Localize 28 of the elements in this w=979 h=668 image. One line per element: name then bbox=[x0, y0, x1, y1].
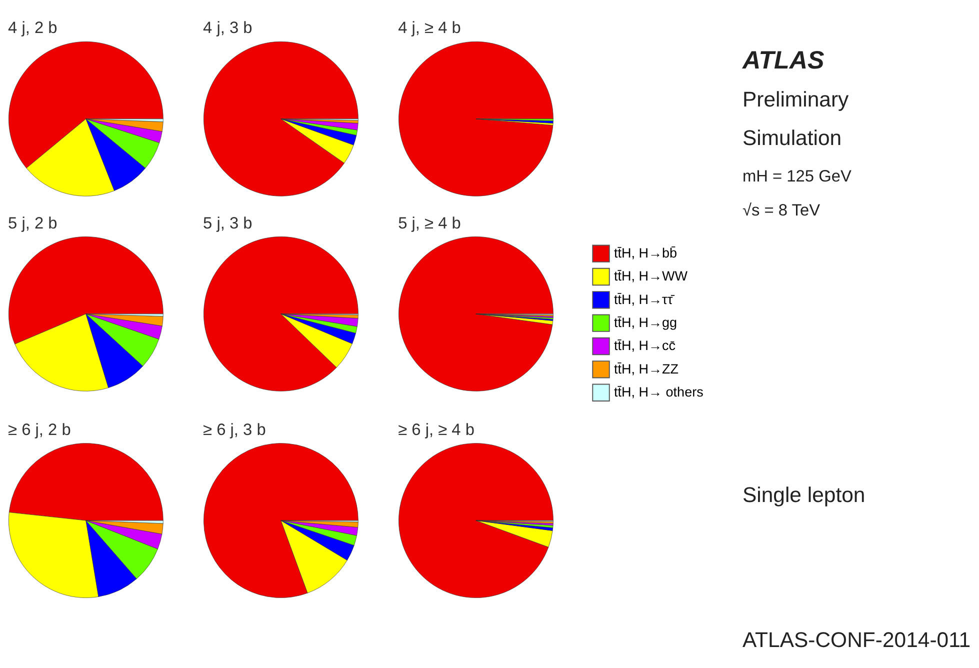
chart-title: ≥ 6 j, 2 b bbox=[8, 420, 71, 439]
chart-title: 5 j, ≥ 4 b bbox=[398, 214, 461, 232]
chart-title: 4 j, 2 b bbox=[8, 19, 58, 38]
pie-slice bbox=[204, 443, 358, 598]
legend-label: tt̄H, H→WW bbox=[614, 268, 688, 284]
legend-label: tt̄H, H→ others bbox=[614, 384, 704, 400]
legend-label: tt̄H, H→bb̄ bbox=[614, 245, 678, 260]
text: Simulation bbox=[742, 126, 842, 150]
chart-title: ≥ 6 j, 3 b bbox=[203, 420, 266, 439]
chart-title: ≥ 6 j, ≥ 4 b bbox=[398, 420, 474, 439]
text: mH = 125 GeV bbox=[742, 168, 852, 186]
text: ATLAS-CONF-2014-011 bbox=[742, 628, 971, 652]
legend-label: tt̄H, H→ZZ bbox=[614, 361, 679, 376]
text: √s = 8 TeV bbox=[742, 201, 820, 220]
chart-title: 5 j, 3 b bbox=[203, 214, 252, 232]
chart-title: 4 j, ≥ 4 b bbox=[398, 19, 461, 38]
text: Single lepton bbox=[742, 483, 866, 508]
legend-label: tt̄H, H→cc̄ bbox=[614, 338, 676, 354]
pie-slice bbox=[204, 236, 358, 392]
legend-label: tt̄H, H→ττ̄ bbox=[614, 292, 675, 307]
pie-slice bbox=[398, 443, 554, 598]
text: ATLAS bbox=[741, 46, 824, 75]
chart-title: 5 j, 2 b bbox=[8, 214, 58, 232]
chart-title: 4 j, 3 b bbox=[203, 19, 252, 38]
text: Preliminary bbox=[742, 87, 850, 112]
pie-slice bbox=[398, 236, 554, 392]
legend-label: tt̄H, H→gg bbox=[614, 314, 678, 330]
pie-slice bbox=[204, 42, 358, 196]
